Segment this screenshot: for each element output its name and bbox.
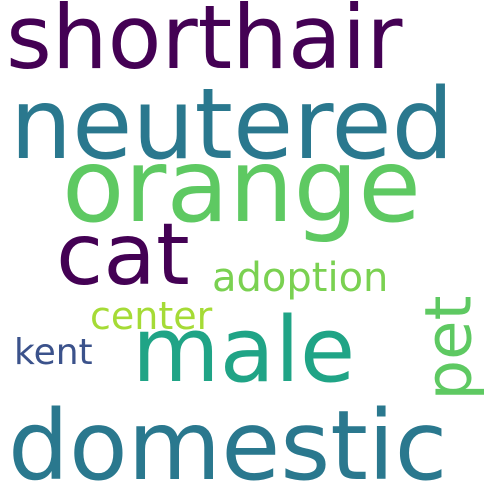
word-pet: pet — [412, 295, 487, 401]
word-adoption: adoption — [212, 255, 389, 301]
word-male: male — [132, 298, 356, 403]
word-cat: cat — [56, 205, 190, 305]
word-shorthair: shorthair — [6, 0, 403, 89]
word-neutered: neutered — [10, 68, 454, 182]
word-orange: orange — [62, 127, 421, 246]
word-center: center — [90, 294, 213, 338]
word-kent: kent — [14, 332, 93, 373]
word-domestic: domestic — [8, 390, 448, 500]
